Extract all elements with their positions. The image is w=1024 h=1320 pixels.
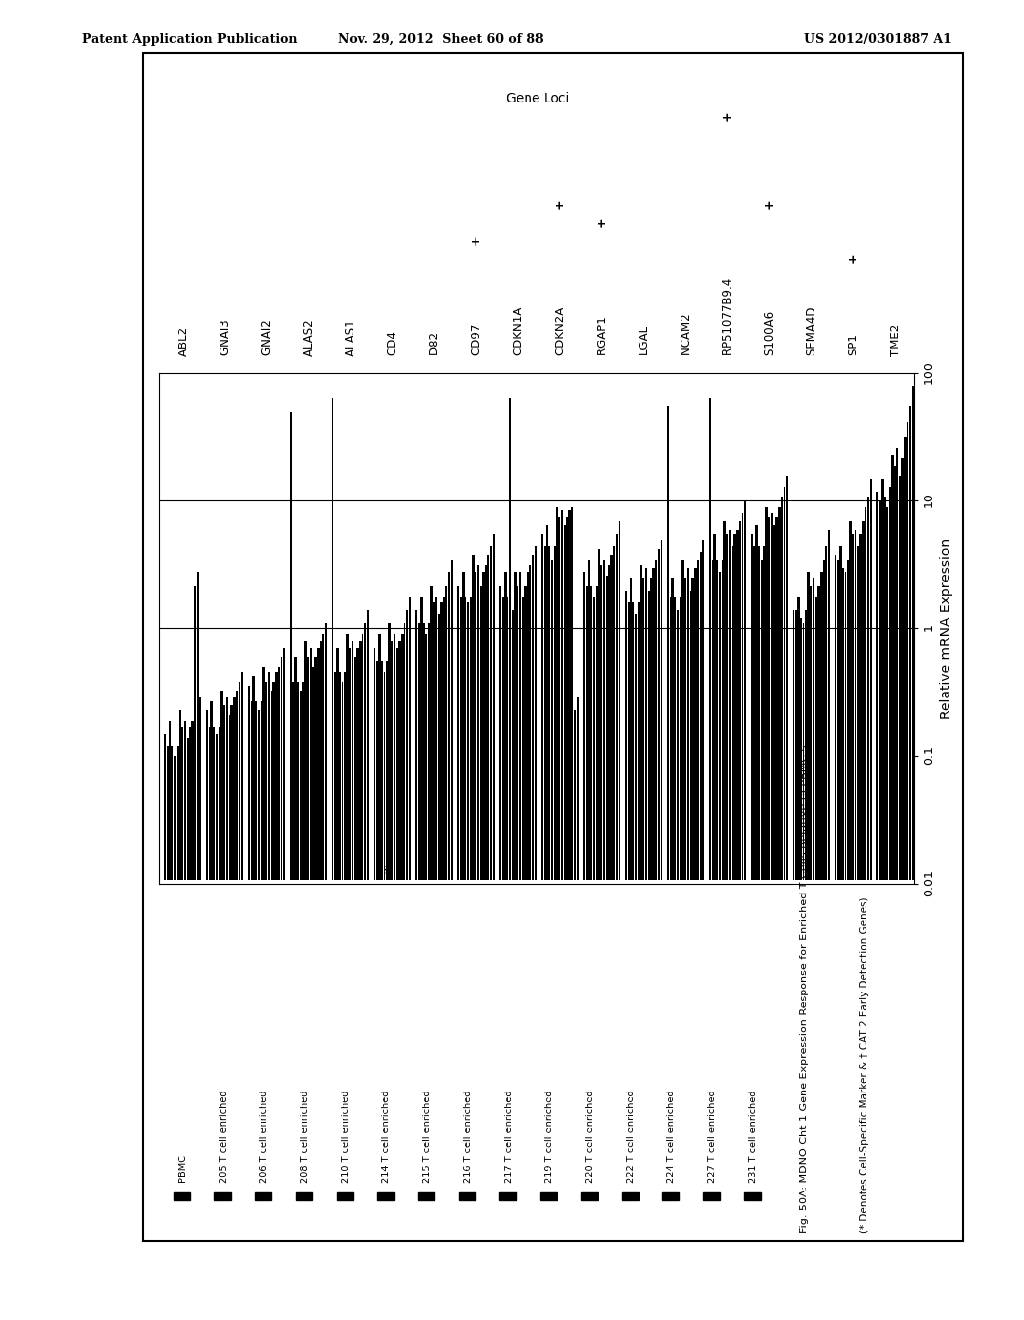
Text: US 2012/0301887 A1: US 2012/0301887 A1 <box>805 33 952 46</box>
Bar <box>143 53 963 1241</box>
Text: Nov. 29, 2012  Sheet 60 of 88: Nov. 29, 2012 Sheet 60 of 88 <box>338 33 543 46</box>
Text: Patent Application Publication: Patent Application Publication <box>82 33 297 46</box>
